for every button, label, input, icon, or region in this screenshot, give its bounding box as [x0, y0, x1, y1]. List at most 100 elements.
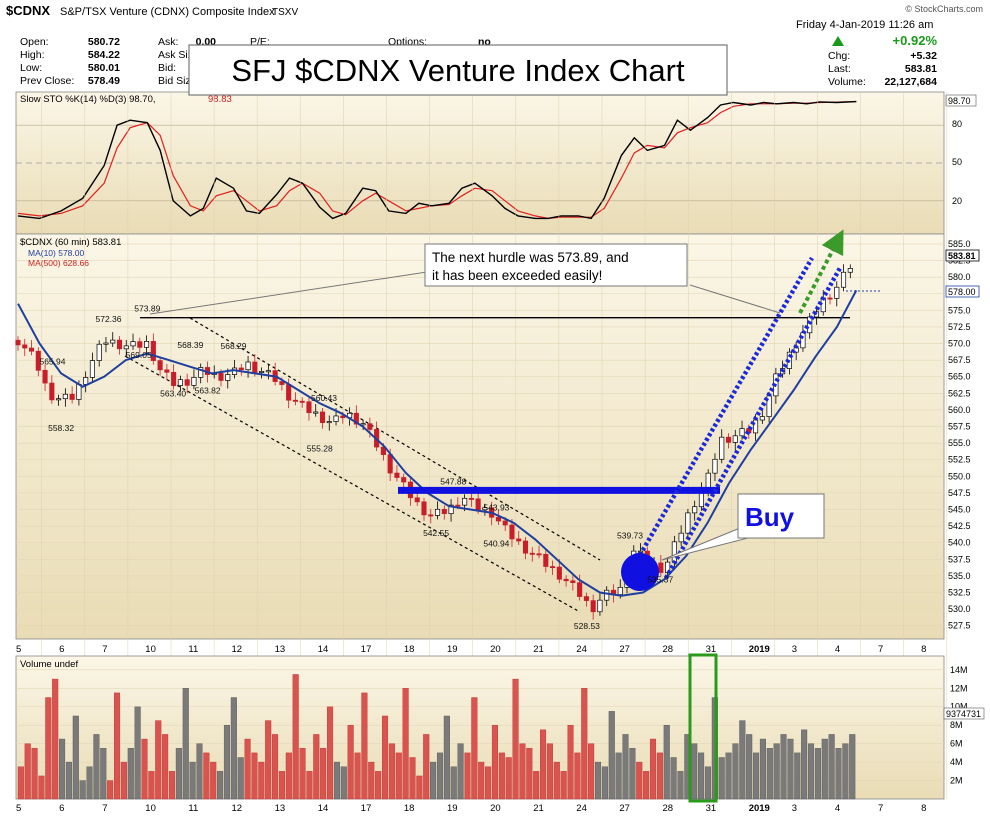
- candle-body: [671, 541, 677, 563]
- stat-high: High: 584.22: [20, 49, 120, 61]
- volume-bar: [423, 734, 430, 800]
- candle-body: [759, 416, 765, 421]
- volume-bar: [361, 692, 368, 800]
- volume-bar: [512, 678, 519, 800]
- volume-bar: [182, 688, 189, 800]
- sto-tick: 20: [952, 196, 962, 206]
- buy-point-marker: [621, 553, 659, 591]
- volume-bar: [560, 771, 567, 800]
- candle-body: [732, 435, 738, 443]
- x-tick-label: 4: [835, 803, 840, 814]
- stochastic-d-label: 98.83: [208, 94, 232, 105]
- candle-body: [414, 497, 420, 503]
- price-annotation: 540.94: [483, 538, 509, 548]
- volume-bar: [629, 748, 636, 800]
- stat-label: Low:: [20, 62, 42, 74]
- x-tick-label: 14: [318, 644, 329, 655]
- x-tick-label: 7: [102, 644, 107, 655]
- price-annotation: 563.82: [195, 386, 221, 396]
- price-annotation: 555.28: [307, 443, 333, 453]
- candle-body: [353, 412, 359, 425]
- candle-body: [35, 350, 41, 371]
- volume-bar: [670, 757, 677, 800]
- candle-body: [834, 286, 840, 299]
- candle-body: [76, 383, 82, 400]
- volume-panel-label: Volume undef: [20, 659, 78, 670]
- price-annotation: 558.32: [48, 423, 74, 433]
- x-tick-label: 10: [145, 644, 156, 655]
- x-tick-label: 21: [533, 803, 544, 814]
- volume-bar: [457, 743, 464, 800]
- volume-bar: [306, 771, 313, 800]
- volume-bar: [381, 715, 389, 800]
- price-annotation: 547.88: [440, 476, 466, 486]
- ask-label: Ask:: [158, 36, 178, 48]
- candle-body: [428, 514, 434, 517]
- x-tick-label: 7: [878, 803, 883, 814]
- candle-body: [421, 501, 427, 516]
- buy-label: Buy: [745, 502, 795, 532]
- volume-bar: [189, 761, 196, 800]
- x-tick-label: 3: [792, 644, 797, 655]
- sto-tick: 50: [952, 157, 962, 167]
- volume-bar: [333, 761, 340, 800]
- x-tick-label: 6: [59, 644, 64, 655]
- x-tick-label: 4: [835, 644, 840, 655]
- callout-line-1: The next hurdle was 573.89, and: [432, 250, 629, 265]
- candle-body: [184, 379, 190, 386]
- volume-bar: [86, 766, 93, 800]
- volume-bar: [79, 780, 86, 800]
- volume-bar: [45, 697, 52, 800]
- volume-bar: [643, 771, 650, 800]
- volume-bar: [65, 761, 72, 800]
- volume-bar: [753, 752, 760, 800]
- volume-bar: [746, 734, 753, 800]
- candle-body: [130, 341, 136, 347]
- volume-bar: [814, 748, 821, 800]
- volume-bar: [155, 720, 162, 800]
- last-price-tag-value: 583.81: [948, 251, 976, 261]
- index-name: S&P/TSX Venture (CDNX) Composite Index: [60, 6, 275, 18]
- volume-tick: 2M: [950, 776, 963, 786]
- price-tick: 540.0: [948, 538, 971, 548]
- price-tick: 585.0: [948, 239, 971, 249]
- candle-body: [401, 477, 407, 483]
- candle-body: [563, 578, 569, 582]
- volume-bar: [574, 752, 581, 800]
- candle-body: [380, 446, 386, 455]
- volume-bar: [416, 775, 423, 800]
- volume-bar: [842, 743, 849, 800]
- candle-body: [177, 379, 183, 386]
- volume-bar: [375, 771, 382, 800]
- x-tick-label: 3: [792, 803, 797, 814]
- candle-body: [83, 377, 89, 385]
- volume-bar: [794, 752, 801, 800]
- candle-body: [150, 341, 156, 361]
- volume-bar: [120, 761, 127, 800]
- chg-value: +5.32: [910, 50, 937, 62]
- volume-bar: [134, 706, 141, 800]
- candle-body: [604, 589, 610, 601]
- stat-value: 578.49: [88, 75, 120, 87]
- up-channel-upper: [638, 256, 814, 557]
- bid-size-label: Bid Size: [158, 75, 197, 87]
- x-tick-label: 27: [619, 644, 630, 655]
- candle-body: [198, 367, 204, 378]
- volume-bar: [478, 761, 485, 800]
- last-label: Last:: [828, 63, 851, 75]
- volume-bar: [581, 688, 588, 800]
- volume-tick: 4M: [950, 757, 963, 767]
- candle-body: [218, 373, 224, 381]
- candle-body: [144, 341, 150, 348]
- volume-bar: [821, 738, 828, 800]
- volume-bar: [258, 761, 265, 800]
- stochastic-d-line: [17, 100, 857, 220]
- volume-highlight-box: [688, 653, 718, 803]
- x-tick-label: 28: [663, 803, 674, 814]
- buy-box: [737, 493, 825, 539]
- price-tick: 565.0: [948, 372, 971, 382]
- price-annotation: 569.05: [126, 350, 152, 360]
- candle-body: [62, 393, 68, 400]
- volume-bar: [636, 761, 643, 800]
